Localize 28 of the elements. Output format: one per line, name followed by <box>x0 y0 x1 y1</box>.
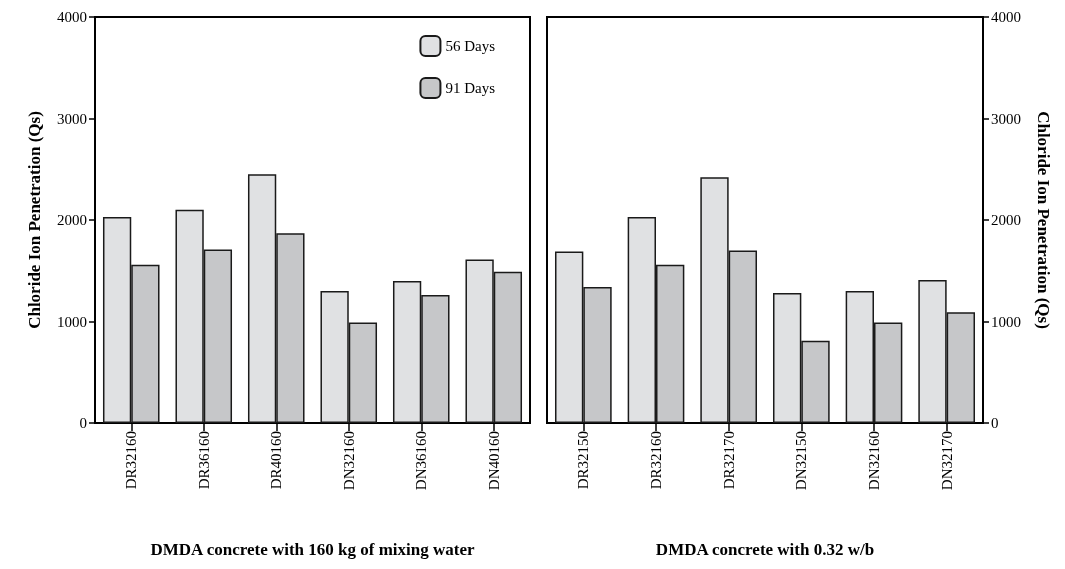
legend-label: 91 Days <box>445 80 496 96</box>
y-tick-label: 1000 <box>57 313 87 330</box>
x-tick-label: DN32150 <box>793 431 810 491</box>
x-tick-label: DR36160 <box>195 431 212 490</box>
y-tick-label: 2000 <box>57 212 87 228</box>
x-tick-label: DN32160 <box>340 431 357 491</box>
y-tick-label: 3000 <box>57 110 87 127</box>
x-tick-label: DR32160 <box>648 431 664 490</box>
legend-label: 56 Days <box>445 38 496 54</box>
y2-tick-label: 1000 <box>991 313 1021 330</box>
x-tick-label: DN32170 <box>938 431 955 491</box>
x-tick-label: DR40160 <box>268 431 285 490</box>
y-axis-title: Chloride Ion Penetration (Qs) <box>25 111 44 329</box>
y2-tick-label: 0 <box>991 415 999 431</box>
x-tick-label: DN40160 <box>485 431 502 491</box>
x-axis-title: DMDA concrete with 0.32 w/b <box>655 540 875 559</box>
x-axis-title: DMDA concrete with 160 kg of mixing water <box>150 540 475 559</box>
y-tick-label: 4000 <box>57 9 87 25</box>
y-tick-label: 0 <box>79 415 87 431</box>
x-tick-label: DR32150 <box>575 431 592 490</box>
x-tick-label: DN32160 <box>866 431 882 491</box>
x-tick-label: DN36160 <box>413 431 430 491</box>
y2-tick-label: 3000 <box>991 110 1021 127</box>
y2-axis-title: Chloride Ion Penetration (Qs) <box>1034 111 1053 329</box>
y2-tick-label: 2000 <box>991 212 1021 228</box>
y2-tick-label: 4000 <box>991 9 1021 25</box>
x-tick-label: DR32160 <box>123 431 140 490</box>
x-tick-label: DR32170 <box>720 431 737 490</box>
